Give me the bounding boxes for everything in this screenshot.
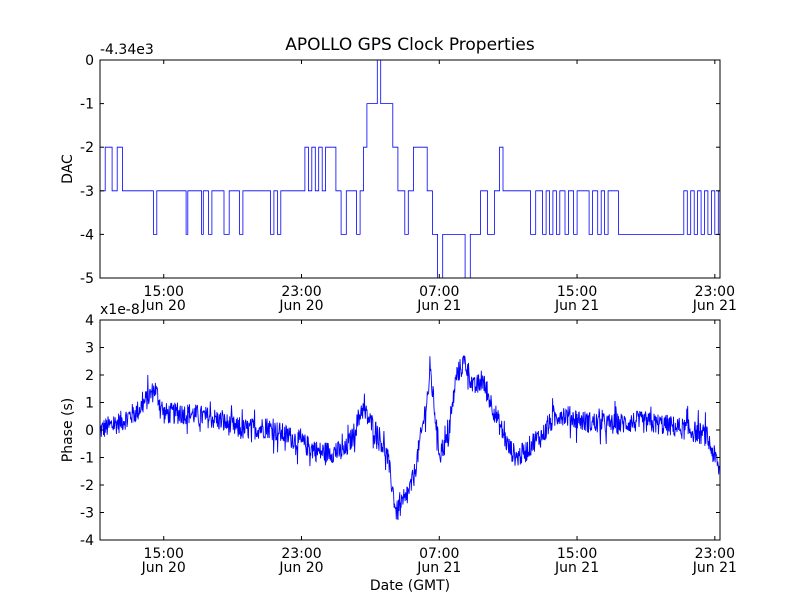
series-line-phase [99,355,721,521]
y-tick-label-phase: -2 [80,478,94,494]
x-tick-date-phase: Jun 20 [141,560,186,576]
y-tick-label-phase: -1 [80,451,94,467]
y-tick-label-phase: -3 [80,506,94,522]
x-tick-date-dac: Jun 20 [278,298,323,314]
y-tick-label-dac: 0 [85,53,94,69]
x-tick-time-dac: 07:00 [419,284,459,300]
x-tick-date-phase: Jun 21 [692,560,737,576]
y-tick-label-phase: 4 [85,313,94,329]
x-tick-date-dac: Jun 21 [692,298,737,314]
y-tick-label-dac: -2 [80,140,94,156]
y-axis-label-dac: DAC [60,154,76,184]
x-tick-time-phase: 15:00 [557,546,597,562]
axis-offset-dac: -4.34e3 [100,42,154,58]
x-tick-date-dac: Jun 21 [554,298,599,314]
x-tick-time-phase: 15:00 [144,546,184,562]
y-tick-label-phase: 0 [85,423,94,439]
y-tick-label-dac: -4 [80,227,94,243]
x-tick-date-phase: Jun 20 [278,560,323,576]
x-tick-time-dac: 15:00 [557,284,597,300]
x-tick-time-phase: 23:00 [281,546,321,562]
y-tick-label-phase: 1 [85,396,94,412]
x-tick-date-phase: Jun 21 [416,560,461,576]
y-tick-label-phase: 2 [85,368,94,384]
plot-frame-phase [99,319,721,541]
y-tick-label-phase: -4 [80,533,94,549]
y-tick-label-dac: -5 [80,271,94,287]
x-tick-time-dac: 15:00 [144,284,184,300]
x-tick-date-phase: Jun 21 [554,560,599,576]
y-axis-label-phase: Phase (s) [60,398,76,462]
chart-title: APOLLO GPS Clock Properties [285,35,535,55]
x-tick-time-dac: 23:00 [695,284,735,300]
x-tick-time-phase: 23:00 [695,546,735,562]
y-tick-label-dac: -3 [80,184,94,200]
x-tick-time-phase: 07:00 [419,546,459,562]
x-axis-label: Date (GMT) [370,578,450,594]
y-tick-label-dac: -1 [80,97,94,113]
x-tick-date-dac: Jun 21 [416,298,461,314]
x-tick-date-dac: Jun 20 [141,298,186,314]
x-tick-time-dac: 23:00 [281,284,321,300]
axis-offset-phase: x1e-8 [100,302,140,318]
series-line-dac [100,59,720,279]
y-tick-label-phase: 3 [85,341,94,357]
plot-frame-dac [99,59,721,279]
